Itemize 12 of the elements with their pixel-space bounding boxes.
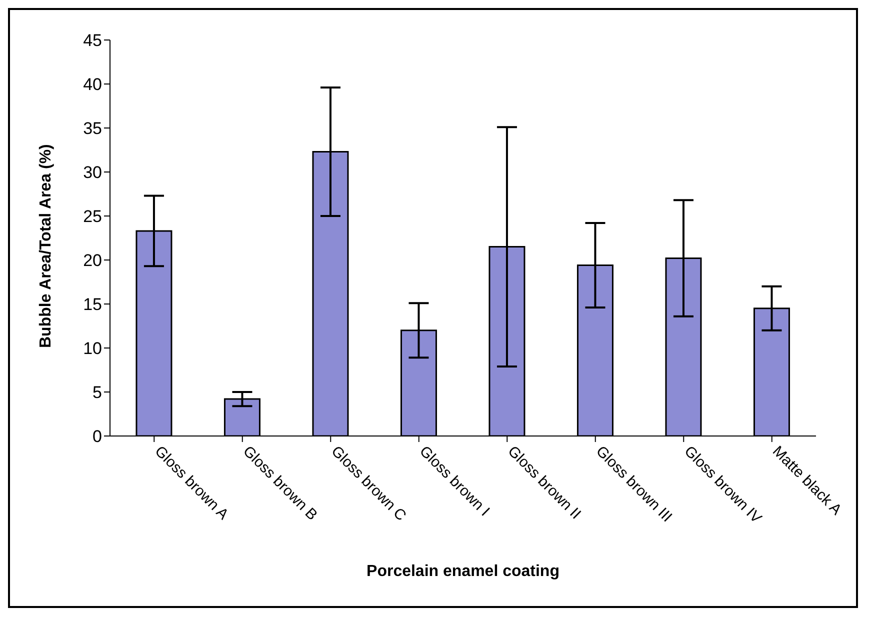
y-tick-label: 25 [83,207,102,226]
y-tick-label: 10 [83,339,102,358]
y-tick-label: 0 [92,427,102,446]
y-tick-label: 30 [83,163,102,182]
y-tick-label: 45 [83,31,102,50]
y-tick-label: 40 [83,75,102,94]
y-tick-label: 35 [83,119,102,138]
y-tick-label: 20 [83,251,102,270]
x-axis-title: Porcelain enamel coating [366,563,560,580]
y-tick-label: 5 [92,383,102,402]
y-axis-title: Bubble Area/Total Area (%) [38,144,55,348]
y-tick-label: 15 [83,295,102,314]
